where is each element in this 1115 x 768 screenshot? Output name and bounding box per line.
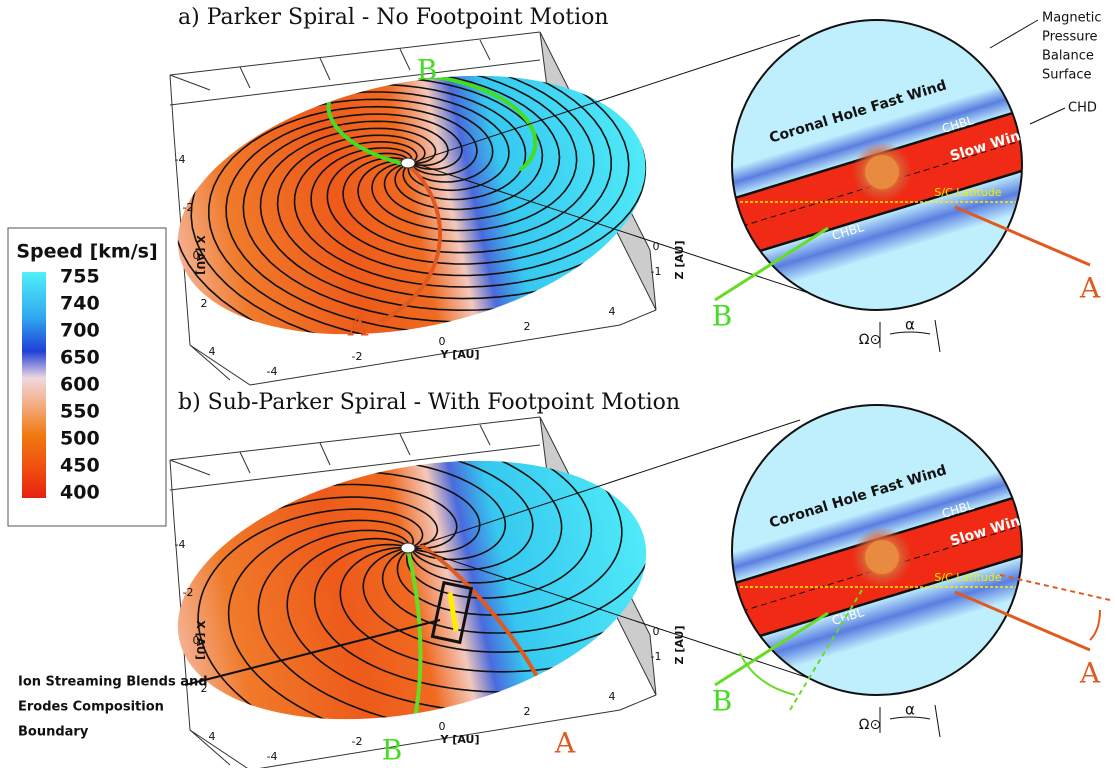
colorbar-label: 500 <box>60 428 100 450</box>
y-axis-label: Y [AU] <box>440 348 480 361</box>
x-axis-label: X [AU] <box>194 620 207 659</box>
colorbar-label: 600 <box>60 374 100 396</box>
x-tick-label: -2 <box>183 201 194 214</box>
x-tick-label: -4 <box>175 153 186 166</box>
colorbar-gradient <box>22 272 46 498</box>
annotation-text: Boundary <box>18 725 89 740</box>
a-rotation <box>1090 610 1100 640</box>
x-tick-label: 4 <box>209 345 216 358</box>
panel: b) Sub-Parker Spiral - With Footpoint Mo… <box>18 390 1110 768</box>
annotation-text: Ion Streaming Blends and <box>18 675 208 690</box>
z-axis-label: Z [AU] <box>673 241 686 280</box>
x-tick-label: -4 <box>175 538 186 551</box>
x-tick-label: -2 <box>183 586 194 599</box>
sun-disk <box>865 155 899 189</box>
colorbar-label: 755 <box>60 266 100 288</box>
colorbar-label: 400 <box>60 482 100 504</box>
y-tick-label: -4 <box>267 365 278 378</box>
panel-title: a) Parker Spiral - No Footpoint Motion <box>178 5 609 30</box>
y-tick-label: 0 <box>439 335 446 348</box>
z-axis-label: Z [AU] <box>673 626 686 665</box>
y-tick-label: 0 <box>439 720 446 733</box>
alpha-label: α <box>905 701 915 719</box>
line-label: B <box>712 685 733 718</box>
spiral-label: A <box>347 310 369 343</box>
colorbar-label: 450 <box>60 455 100 477</box>
panel: a) Parker Spiral - No Footpoint Motion -4… <box>86 5 1102 385</box>
spiral-label: B <box>382 734 403 767</box>
line-label: A <box>1079 657 1101 690</box>
y-tick-label: 2 <box>524 705 531 718</box>
y-tick-label: -2 <box>352 350 363 363</box>
sc-latitude-label: S/C Latitude <box>934 571 1001 584</box>
colorbar-label: 650 <box>60 347 100 369</box>
y-tick-label: 2 <box>524 320 531 333</box>
spiral-label: A <box>554 727 576 760</box>
annotation-text: Erodes Composition <box>18 700 164 715</box>
colorbar-label: 740 <box>60 293 100 315</box>
figure: Speed [km/s]755740700650600550500450400a… <box>0 0 1115 768</box>
omega-label: Ω⊙ <box>859 717 881 733</box>
sun-disk <box>865 540 899 574</box>
spiral-label: B <box>417 54 438 87</box>
y-tick-label: -2 <box>352 735 363 748</box>
callout-text: Magnetic <box>1042 11 1102 26</box>
sun <box>401 543 415 553</box>
omega-label: Ω⊙ <box>859 332 881 348</box>
y-tick-label: 4 <box>609 690 616 703</box>
z-tick-label: -1 <box>651 265 662 278</box>
line-label: B <box>712 300 733 333</box>
line-label: A <box>1079 272 1101 305</box>
callout-text: Balance <box>1042 49 1094 64</box>
x-tick-label: 4 <box>209 730 216 743</box>
colorbar-title: Speed [km/s] <box>16 241 157 263</box>
y-axis-label: Y [AU] <box>440 733 480 746</box>
callout-text: CHD <box>1068 101 1097 116</box>
callout-text: Surface <box>1042 68 1092 83</box>
callout-text: Pressure <box>1042 30 1098 45</box>
sc-latitude-label: S/C Latitude <box>934 186 1001 199</box>
colorbar-label: 700 <box>60 320 100 342</box>
disk <box>154 421 670 759</box>
x-tick-label: 2 <box>201 297 208 310</box>
panel-title: b) Sub-Parker Spiral - With Footpoint Mo… <box>178 390 680 415</box>
y-tick-label: 4 <box>609 305 616 318</box>
sun <box>401 158 415 168</box>
x-axis-label: X [AU] <box>194 235 207 274</box>
alpha-label: α <box>905 316 915 334</box>
y-tick-label: -4 <box>267 750 278 763</box>
z-tick-label: -1 <box>651 650 662 663</box>
colorbar-label: 550 <box>60 401 100 423</box>
